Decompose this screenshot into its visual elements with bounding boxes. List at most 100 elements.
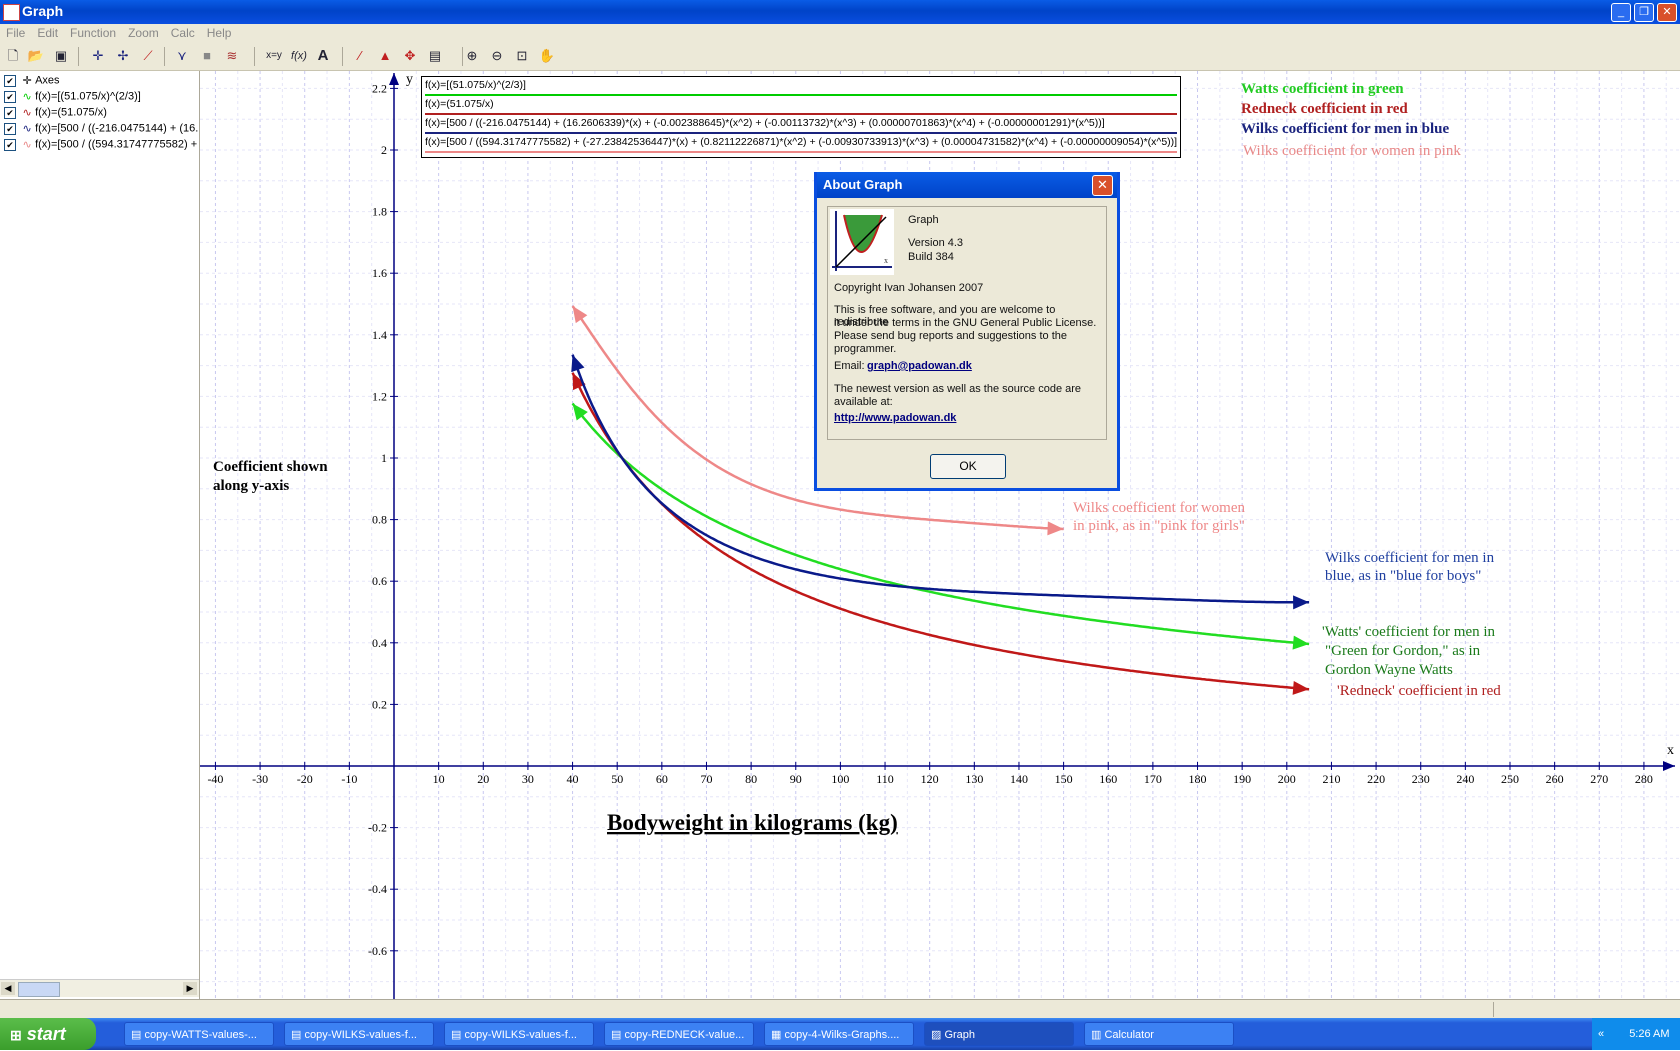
evaluate-icon[interactable]: x=y <box>266 50 282 61</box>
legend-row-3: f(x)=[500 / ((-216.0475144) + (16.260633… <box>425 117 1105 129</box>
label-icon[interactable]: A <box>317 47 329 64</box>
close-button[interactable]: ✕ <box>1657 3 1677 22</box>
dialog-app-name: Graph <box>908 214 939 226</box>
taskbar-item[interactable]: ▤ copy-REDNECK-value... <box>604 1022 754 1046</box>
zoom-window-icon[interactable]: ⊡ <box>516 48 528 63</box>
x-tick-label: 240 <box>1456 772 1474 786</box>
menu-edit[interactable]: Edit <box>37 26 59 40</box>
scroll-left-icon[interactable]: ◀ <box>1 982 15 995</box>
x-tick-label: 20 <box>477 772 489 786</box>
x-tick-label: 190 <box>1233 772 1251 786</box>
dialog-email-link[interactable]: graph@padowan.dk <box>867 360 972 372</box>
taskbar-item-active[interactable]: ▨ Graph <box>924 1022 1074 1046</box>
new-icon[interactable]: 🗋 <box>7 48 19 63</box>
scroll-thumb[interactable] <box>18 982 60 997</box>
insert-tangent-icon[interactable]: ⋎ <box>177 48 187 63</box>
windows-logo-icon: ⊞ <box>10 1027 22 1043</box>
green-curve-end-arrow <box>1292 635 1310 650</box>
horizontal-scrollbar[interactable]: ◀ ▶ <box>0 979 199 997</box>
y-tick-label: -0.6 <box>368 944 387 958</box>
trendline-icon[interactable]: ∕ <box>358 48 362 63</box>
function-list-item[interactable]: ✔ ∿ f(x)=[(51.075/x)^(2/3)] <box>4 90 141 105</box>
insert-function-icon[interactable]: ✢ <box>117 48 129 63</box>
dialog-license-4: programmer. <box>834 343 897 355</box>
y-tick-label: 1.8 <box>372 205 387 219</box>
menu-calc[interactable]: Calc <box>170 26 195 40</box>
checkbox[interactable]: ✔ <box>4 106 16 119</box>
checkbox[interactable]: ✔ <box>4 74 16 87</box>
blue-curve-start-arrow <box>571 354 585 373</box>
taskbar-item[interactable]: ▤ copy-WILKS-values-f... <box>284 1022 434 1046</box>
legend-row-2: f(x)=(51.075/x) <box>425 98 494 110</box>
curves <box>571 305 1310 695</box>
y-axis-arrow <box>389 73 399 85</box>
insert-relation-icon[interactable]: ≋ <box>226 48 238 63</box>
menu-help[interactable]: Help <box>206 26 232 40</box>
curve-fit-icon[interactable]: ✥ <box>404 48 416 63</box>
dialog-body: x Graph Version 4.3 Build 384 Copyright … <box>827 206 1107 440</box>
tray-expand-icon[interactable]: « <box>1598 1028 1605 1040</box>
y-tick-label: 1.2 <box>372 389 387 403</box>
minimize-button[interactable]: _ <box>1611 3 1631 22</box>
function-list-item[interactable]: ✔ ∿ f(x)=(51.075/x) <box>4 106 107 121</box>
green-note-line3: Gordon Wayne Watts <box>1325 662 1453 678</box>
dialog-newest-2: available at: <box>834 396 893 408</box>
menu-file[interactable]: File <box>6 26 26 40</box>
toolbar: 🗋 📂 ▣ ✛ ✢ ⟋ ⋎ ■ ≋ x=y f(x) A ∕ ▲ ✥ ▤ ⊕ ⊖… <box>0 43 1680 71</box>
x-tick-label: -30 <box>252 772 268 786</box>
scroll-right-icon[interactable]: ▶ <box>183 982 197 995</box>
y-tick-label: -0.4 <box>368 882 387 896</box>
insert-shading-icon[interactable]: ■ <box>203 48 211 63</box>
zoom-in-icon[interactable]: ⊕ <box>466 48 478 63</box>
green-curve <box>571 402 1310 646</box>
taskbar-item[interactable]: ▤ copy-WILKS-values-f... <box>444 1022 594 1046</box>
table-window-icon[interactable]: ▤ <box>428 48 442 63</box>
ok-button[interactable]: OK <box>930 454 1006 479</box>
open-icon[interactable]: 📂 <box>27 48 45 63</box>
document-icon: ▤ <box>291 1029 305 1041</box>
title-bar: Graph _ ❐ ✕ <box>0 0 1680 24</box>
table-icon[interactable]: f(x) <box>291 50 307 62</box>
checkbox[interactable]: ✔ <box>4 122 16 135</box>
save-icon[interactable]: ▣ <box>54 48 68 63</box>
x-tick-label: 280 <box>1635 772 1653 786</box>
menu-zoom[interactable]: Zoom <box>128 26 159 40</box>
insert-point-series-icon[interactable]: ⟋ <box>143 48 153 63</box>
maximize-button[interactable]: ❐ <box>1634 3 1654 22</box>
function-list-item[interactable]: ✔ ∿ f(x)=[500 / ((-216.0475144) + (16. <box>4 122 198 137</box>
document-icon: ▤ <box>131 1029 145 1041</box>
legend-line-pink <box>425 151 1177 153</box>
move-icon[interactable]: ✋ <box>538 48 556 63</box>
x-tick-label: 10 <box>433 772 445 786</box>
zoom-out-icon[interactable]: ⊖ <box>491 48 503 63</box>
start-button[interactable]: ⊞ start <box>0 1018 96 1050</box>
document-icon: ▤ <box>611 1029 625 1041</box>
red-curve-end-arrow <box>1292 680 1310 695</box>
pink-note-line1: Wilks coefficient for women <box>1073 500 1245 516</box>
integral-icon[interactable]: ▲ <box>378 48 392 63</box>
x-tick-label: 260 <box>1546 772 1564 786</box>
dialog-close-button[interactable]: ✕ <box>1092 175 1113 196</box>
taskbar-item[interactable]: ▦ copy-4-Wilks-Graphs.... <box>764 1022 914 1046</box>
function-list-item[interactable]: ✔ ✛ Axes <box>4 74 60 89</box>
y-tick-label: 2.2 <box>372 81 387 95</box>
side-label-green: Watts coefficient in green <box>1241 81 1404 97</box>
dialog-copyright: Copyright Ivan Johansen 2007 <box>834 282 984 294</box>
dialog-license-1: This is free software, and you are welco… <box>834 304 1056 328</box>
menu-function[interactable]: Function <box>70 26 117 40</box>
x-tick-label: 120 <box>921 772 939 786</box>
taskbar-item[interactable]: ▤ copy-WATTS-values-... <box>124 1022 274 1046</box>
y-tick-label: 0.6 <box>372 574 387 588</box>
dialog-email-label: Email: <box>834 360 865 372</box>
y-tick-label: 1.4 <box>372 328 387 342</box>
red-note: 'Redneck' coefficient in red <box>1337 683 1501 699</box>
checkbox[interactable]: ✔ <box>4 138 16 151</box>
function-list-item[interactable]: ✔ ∿ f(x)=[500 / ((594.31747775582) + <box>4 138 197 153</box>
checkbox[interactable]: ✔ <box>4 90 16 103</box>
dialog-url-link[interactable]: http://www.padowan.dk <box>834 412 957 424</box>
legend-row-4: f(x)=[500 / ((594.31747775582) + (-27.23… <box>425 136 1178 148</box>
insert-axes-icon[interactable]: ✛ <box>92 48 104 63</box>
y-tick-label: 1 <box>381 451 387 465</box>
taskbar-item[interactable]: ▥ Calculator <box>1084 1022 1234 1046</box>
x-tick-label: 30 <box>522 772 534 786</box>
